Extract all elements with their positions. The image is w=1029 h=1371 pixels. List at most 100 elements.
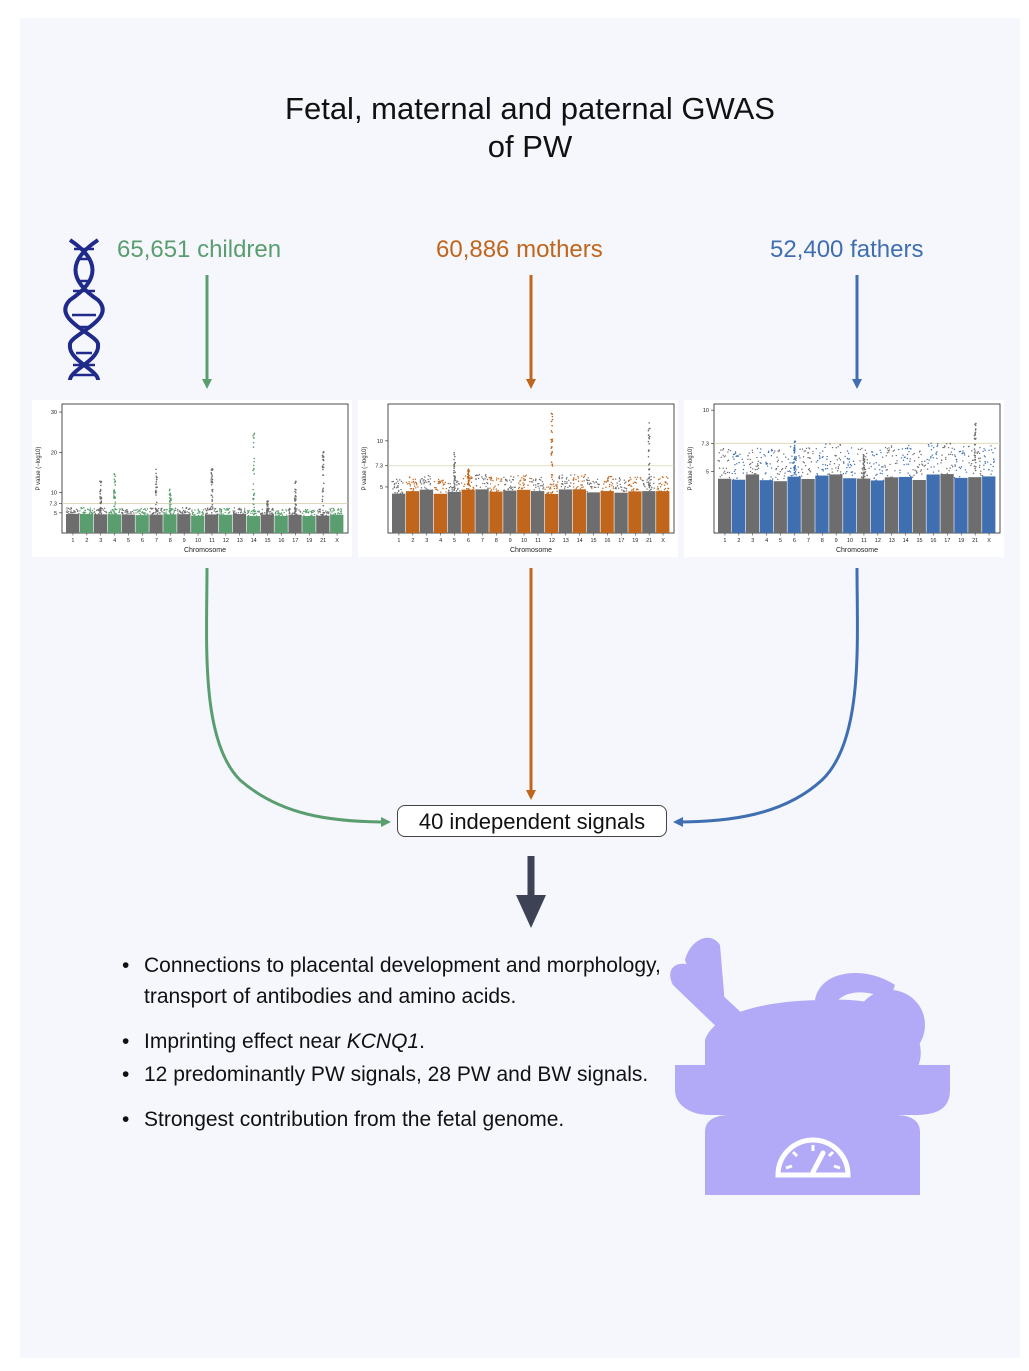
arrow-signals-to-findings [516, 856, 546, 928]
chromosome-points [316, 450, 330, 533]
x-tick-label: 19 [306, 538, 312, 544]
signals-box: 40 independent signals [397, 805, 667, 837]
x-tick-label: 15 [916, 538, 922, 544]
x-tick-label: 17 [618, 538, 624, 544]
x-tick-label: 3 [99, 538, 102, 544]
chromosome-points [259, 500, 274, 533]
chromosome-points [232, 507, 247, 533]
cohort-fathers-label: 52,400 fathers [770, 236, 924, 263]
chromosome-points [488, 476, 503, 533]
x-tick-label: 6 [793, 538, 796, 544]
x-axis-label: Chromosome [510, 547, 552, 554]
x-tick-label: 14 [577, 538, 583, 544]
x-axis-label: Chromosome [836, 547, 878, 554]
x-tick-label: 14 [903, 538, 909, 544]
x-tick-label: 13 [563, 538, 569, 544]
x-tick-label: 21 [646, 538, 652, 544]
x-tick-label: 3 [751, 538, 754, 544]
x-tick-label: 4 [765, 538, 768, 544]
finding-text: Strongest contribution from the fetal ge… [144, 1108, 565, 1131]
chromosome-points [447, 451, 461, 533]
y-axis-label: P value (−log10) [362, 447, 368, 491]
gene-name: KCNQ1 [346, 1030, 420, 1053]
x-tick-label: 3 [425, 538, 428, 544]
chromosome-points [461, 468, 475, 533]
x-tick-label: 11 [535, 538, 541, 544]
x-tick-label: 21 [320, 538, 326, 544]
chromosome-points [586, 477, 600, 533]
bullet: • [122, 1030, 130, 1053]
manhattan-plot-mothers: 5 7.3 10 P value (−log10) 1 2 3 4 5 6 7 8 9 10 11 12 13 1… [358, 400, 678, 557]
x-tick-label: 1 [397, 538, 400, 544]
chromosome-points [926, 442, 940, 533]
chromosome-points [911, 450, 927, 533]
baby-on-scale-icon [670, 937, 950, 1195]
chromosome-points [627, 476, 642, 533]
x-tick-label: 6 [467, 538, 470, 544]
chromosome-points [433, 478, 448, 533]
x-tick-label: 1 [723, 538, 726, 544]
y-tick-label: 7.3 [701, 441, 709, 447]
y-axis-label: P value (−log10) [36, 447, 42, 491]
x-tick-label: 12 [549, 538, 555, 544]
finding-text-end: . [419, 1030, 425, 1053]
y-tick-label: 5 [380, 485, 383, 491]
x-tick-label: 16 [604, 538, 610, 544]
chromosome-points [218, 507, 233, 533]
y-tick-label: 10 [377, 439, 383, 445]
x-tick-label: 9 [183, 538, 186, 544]
x-tick-label: 7 [155, 538, 158, 544]
x-tick-label: X [335, 538, 339, 544]
x-tick-label: 17 [944, 538, 950, 544]
chromosome-points [600, 475, 615, 533]
x-tick-label: 16 [930, 538, 936, 544]
x-tick-label: 4 [439, 538, 442, 544]
x-tick-label: 7 [807, 538, 810, 544]
chromosome-points [558, 474, 573, 533]
x-tick-label: 5 [127, 538, 130, 544]
chromosome-points [828, 443, 843, 533]
bullet: • [122, 1108, 130, 1131]
scale-dial [775, 1137, 851, 1178]
chromosome-points [953, 446, 968, 533]
x-tick-label: 8 [169, 538, 172, 544]
chromosome-points [405, 476, 420, 533]
x-tick-label: 12 [875, 538, 881, 544]
chromosome-points [842, 447, 857, 533]
chromosome-points [800, 447, 815, 533]
y-tick-label: 30 [51, 410, 57, 416]
chromosome-points [79, 506, 94, 533]
chromosome-points [857, 447, 871, 533]
y-tick-label: 5 [54, 511, 57, 517]
arrow-fathers-to-signals [673, 567, 859, 827]
chromosome-points [787, 440, 801, 533]
chromosome-points [884, 445, 899, 533]
x-tick-label: 21 [972, 538, 978, 544]
chromosome-points [474, 473, 489, 533]
cohort-mothers-label: 60,886 mothers [436, 236, 603, 263]
y-tick-label: 7.3 [375, 464, 383, 470]
finding-text: Connections to placental development and… [144, 954, 661, 1008]
bullet: • [122, 1063, 130, 1086]
x-tick-label: 10 [521, 538, 527, 544]
chromosome-points [107, 473, 122, 533]
chromosome-points [759, 448, 774, 533]
x-axis-label: Chromosome [184, 547, 226, 554]
x-tick-label: 13 [237, 538, 243, 544]
x-tick-label: 2 [85, 538, 88, 544]
x-tick-label: 5 [779, 538, 782, 544]
chromosome-points [731, 451, 746, 533]
chromosome-points [287, 480, 302, 533]
y-axis-label: P value (−log10) [688, 447, 694, 491]
finding-text: Imprinting effect near [144, 1030, 347, 1053]
x-tick-label: 13 [889, 538, 895, 544]
manhattan-plot-fathers: 5 7.3 10 P value (−log10) 1 2 3 4 5 6 7 8 9 10 11 12 13 1… [684, 400, 1004, 557]
chromosome-points [120, 508, 135, 533]
y-tick-label: 10 [51, 491, 57, 497]
x-tick-label: 9 [509, 538, 512, 544]
x-tick-label: 1 [71, 538, 74, 544]
x-tick-label: 12 [223, 538, 229, 544]
y-tick-label: 5 [706, 470, 709, 476]
x-tick-label: 5 [453, 538, 456, 544]
chromosome-points [65, 507, 80, 533]
